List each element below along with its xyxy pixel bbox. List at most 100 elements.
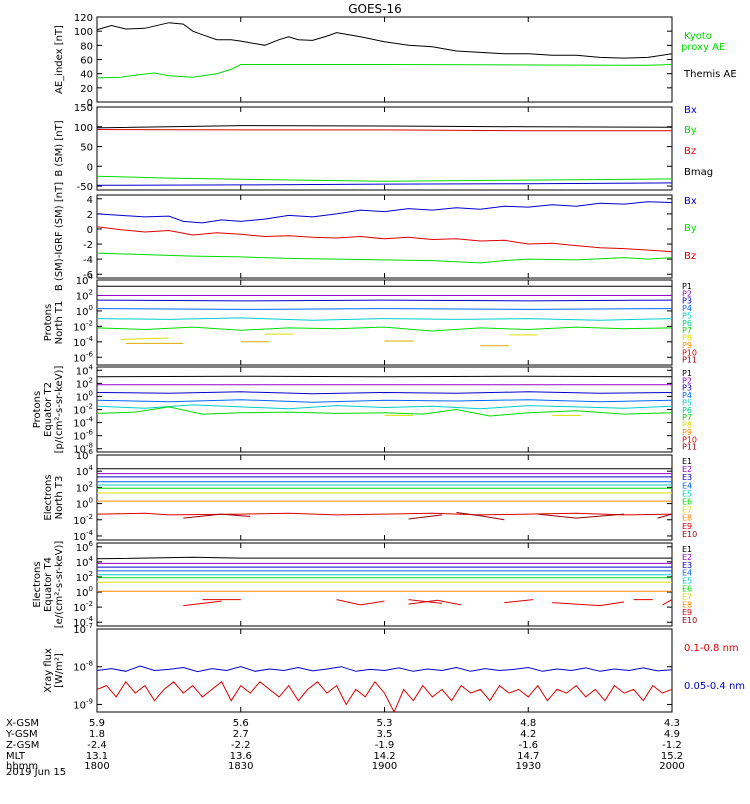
legend-entry: By bbox=[684, 125, 697, 136]
y-tick-label: 10-2 bbox=[73, 403, 93, 417]
legend-entry: E3 bbox=[682, 473, 692, 482]
y-tick-label: 100 bbox=[76, 497, 93, 511]
date-label: 2019 Jun 15 bbox=[6, 767, 66, 778]
legend-entry: P8 bbox=[682, 334, 692, 343]
y-tick-label: 10-6 bbox=[73, 429, 93, 443]
footer-row-label: hhmm bbox=[6, 761, 38, 772]
footer-value: 1830 bbox=[228, 761, 253, 772]
legend-entry: E6 bbox=[682, 585, 692, 594]
y-tick-label: 10-9 bbox=[73, 697, 93, 711]
legend-entry: P11 bbox=[682, 356, 697, 365]
footer-value: -2.4 bbox=[87, 740, 107, 751]
legend-entry: P5 bbox=[682, 398, 692, 407]
y-tick-label: 10-4 bbox=[73, 416, 93, 430]
series-e9 bbox=[183, 600, 222, 607]
legend-entry: P6 bbox=[682, 319, 692, 328]
series-kyoto-proxy-ae bbox=[97, 64, 672, 79]
y-tick-label: 0 bbox=[87, 162, 93, 173]
series-e9c bbox=[336, 599, 385, 606]
footer-row-label: MLT bbox=[6, 751, 26, 762]
legend-entry: P8 bbox=[682, 421, 692, 430]
y-axis-label: North T1 bbox=[54, 301, 65, 345]
y-tick-label: 10-2 bbox=[73, 319, 93, 333]
y-tick-label: 10-2 bbox=[73, 600, 93, 614]
legend-entry: E10 bbox=[682, 530, 697, 539]
legend-entry: E9 bbox=[682, 522, 692, 531]
y-tick-label: 104 bbox=[76, 464, 94, 478]
panel-3: 4 2 0 -2 -4 -6 B (SM)-IGRF (SM) [nT] Bx By Bz bbox=[54, 182, 697, 291]
series-e9g bbox=[552, 601, 625, 607]
y-tick-label: 100 bbox=[76, 304, 93, 318]
y-tick-label: 0 bbox=[87, 98, 93, 109]
y-tick-label: 80 bbox=[80, 41, 93, 52]
footer-value: -1.2 bbox=[662, 740, 682, 751]
legend-entry: E5 bbox=[682, 577, 692, 586]
footer-value: 14.2 bbox=[373, 751, 395, 762]
legend-entry: proxy AE bbox=[681, 42, 725, 53]
footer-row-label: X-GSM bbox=[6, 718, 39, 729]
legend-entry: E2 bbox=[682, 465, 692, 474]
series-e9d bbox=[408, 599, 462, 606]
legend-entry: P3 bbox=[682, 384, 692, 393]
y-tick-label: 60 bbox=[80, 56, 93, 67]
legend-entry: Bz bbox=[684, 251, 696, 262]
y-axis-label: [p/(cm²-s-sr-keV)] bbox=[54, 366, 65, 454]
panel-2: 150 100 50 0 -50 B (SM) [nT] Bx By Bz Bmag bbox=[54, 103, 713, 193]
y-axis-label: Electrons bbox=[32, 561, 43, 607]
legend-entry: E1 bbox=[682, 457, 692, 466]
series-bz bbox=[97, 226, 672, 253]
footer-value: 1.8 bbox=[89, 729, 105, 740]
y-tick-label: 10-7 bbox=[73, 622, 93, 636]
series-e10e bbox=[657, 513, 672, 519]
legend-entry: E4 bbox=[682, 569, 692, 578]
series-e9 bbox=[97, 512, 672, 516]
y-tick-label: 10-2 bbox=[73, 513, 93, 527]
legend-entry: P10 bbox=[682, 348, 697, 357]
series-p1 bbox=[97, 375, 672, 378]
y-tick-label: 10-8 bbox=[73, 660, 93, 674]
legend-entry: P10 bbox=[682, 435, 697, 444]
panel-frame bbox=[96, 16, 673, 103]
legend-entry: P4 bbox=[682, 391, 692, 400]
y-tick-label: 10-6 bbox=[73, 350, 93, 364]
footer-value: 5.3 bbox=[377, 718, 393, 729]
series-0-05-0-4-nm bbox=[97, 665, 672, 673]
legend-entry: E2 bbox=[682, 553, 692, 562]
y-tick-label: 0 bbox=[87, 225, 93, 236]
y-tick-label: 40 bbox=[80, 70, 93, 81]
legend-entry: E5 bbox=[682, 489, 692, 498]
footer-value: 4.3 bbox=[664, 718, 680, 729]
legend-entry: P1 bbox=[682, 282, 692, 291]
y-tick-label: 10-4 bbox=[73, 335, 93, 349]
y-axis-label: B (SM)-IGRF (SM) [nT] bbox=[54, 182, 65, 291]
legend-entry: P2 bbox=[682, 376, 692, 385]
legend-entry: E8 bbox=[682, 514, 692, 523]
footer-value: 1900 bbox=[372, 761, 397, 772]
panel-8: 10-7 10-8 10-9 Xray flux [W/m²] 0.1-0.8 nm 0.0… bbox=[43, 622, 745, 713]
legend-entry: P5 bbox=[682, 311, 692, 320]
series-bx bbox=[97, 182, 672, 186]
y-tick-label: 120 bbox=[74, 13, 93, 24]
y-axis-label: Protons bbox=[32, 391, 43, 428]
y-tick-label: 100 bbox=[74, 123, 93, 134]
series-p4 bbox=[97, 399, 672, 403]
panel-frame bbox=[96, 194, 673, 279]
legend-entry: E9 bbox=[682, 608, 692, 617]
legend-entry: P3 bbox=[682, 297, 692, 306]
plot-title: GOES-16 bbox=[348, 2, 402, 16]
footer-value: 4.2 bbox=[520, 729, 536, 740]
panel-frame bbox=[96, 454, 673, 541]
series-p3 bbox=[97, 299, 672, 302]
series-e10c bbox=[456, 512, 505, 521]
series-p3 bbox=[97, 391, 672, 395]
footer-value: 4.8 bbox=[520, 718, 536, 729]
legend-entry: Kyoto bbox=[684, 31, 712, 42]
series-e10b bbox=[408, 514, 443, 520]
legend-entry: P4 bbox=[682, 304, 692, 313]
footer-value: -2.2 bbox=[231, 740, 251, 751]
series-by bbox=[97, 175, 672, 182]
